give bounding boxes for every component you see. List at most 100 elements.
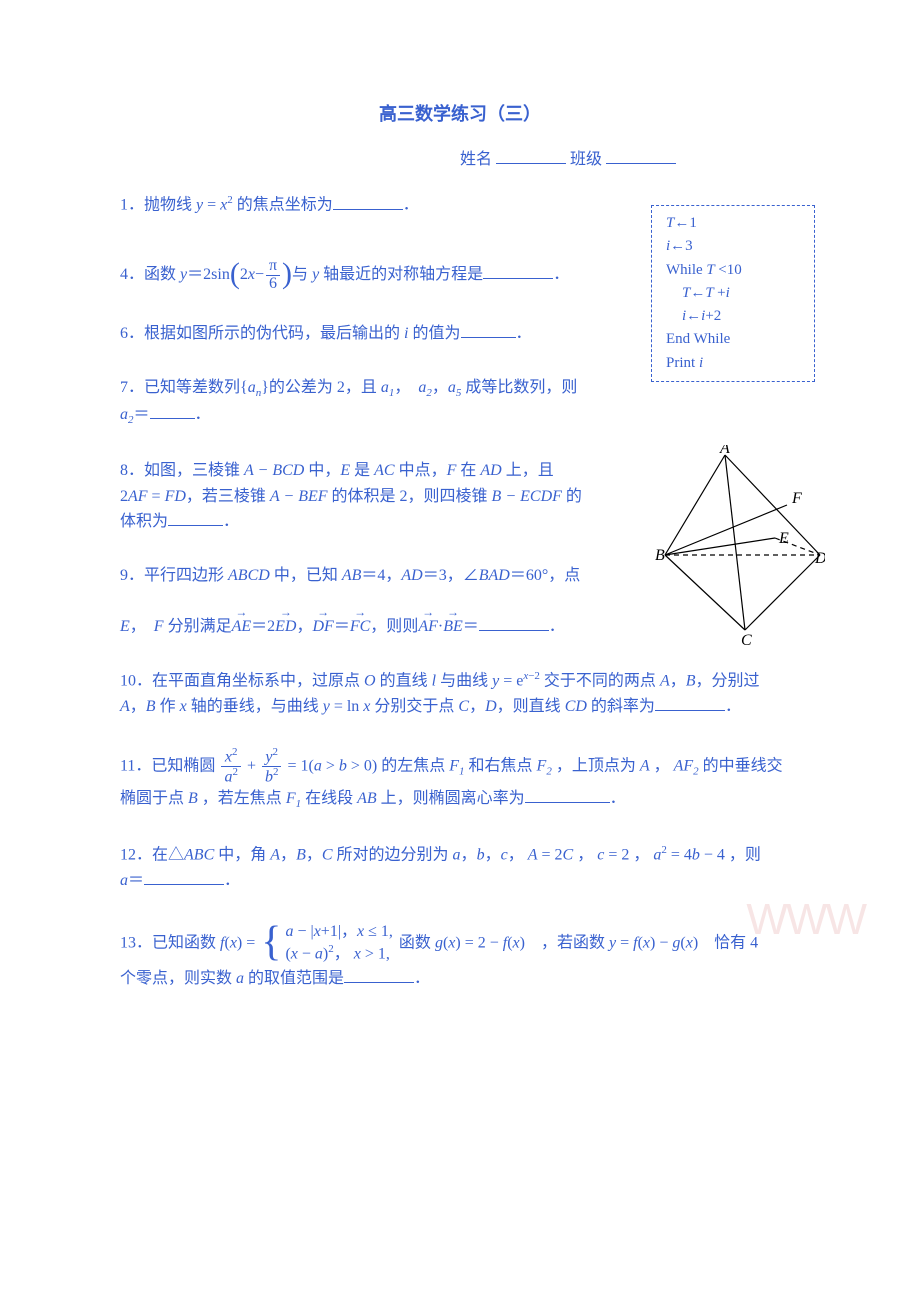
text: ，分别过 xyxy=(696,672,760,689)
math: B − ECDF xyxy=(492,488,562,505)
problem-10: 10．在平面直角坐标系中，过原点 O 的直线 l 与曲线 y = ex−2 交于… xyxy=(120,668,800,720)
math: − xyxy=(298,946,315,963)
fraction: x2a2 xyxy=(221,747,241,786)
math: AD xyxy=(401,567,422,584)
math: CD xyxy=(565,698,587,715)
problem-11: 11．已知椭圆 x2a2 + y2b2 = 1(a > b > 0) 的左焦点 … xyxy=(120,747,800,814)
num: 9． xyxy=(120,567,144,584)
math: a xyxy=(120,406,128,423)
math: x xyxy=(180,698,187,715)
math: − | xyxy=(293,923,313,940)
math: 2 xyxy=(273,766,279,778)
lparen: ( xyxy=(230,259,240,289)
text: ， xyxy=(296,618,312,635)
answer-blank xyxy=(150,418,195,419)
brace: { xyxy=(261,921,281,963)
math: −2 xyxy=(528,670,540,682)
math: C xyxy=(322,847,333,864)
fraction: y2b2 xyxy=(262,747,282,786)
text: 上，且 xyxy=(502,462,554,479)
math: x xyxy=(225,748,232,765)
math: AC xyxy=(374,462,394,479)
math: b xyxy=(265,769,273,786)
math: B xyxy=(296,847,306,864)
math: C xyxy=(458,698,469,715)
math: ) = 2 − xyxy=(455,934,502,951)
vector: DF xyxy=(313,614,334,640)
text: 成等比数列，则 xyxy=(461,379,577,396)
text: ，若函数 xyxy=(525,934,609,951)
text: 上，则椭圆离心率为 xyxy=(377,790,525,807)
math: = 4 xyxy=(667,847,692,864)
math: a xyxy=(315,946,323,963)
num: 6． xyxy=(120,325,144,342)
vector: FC xyxy=(350,614,370,640)
math: ) − xyxy=(650,934,672,951)
math: F xyxy=(286,790,296,807)
text: ． xyxy=(224,872,240,889)
text: ， xyxy=(280,847,296,864)
text: ． xyxy=(610,790,626,807)
text: ＝4， xyxy=(361,567,401,584)
math: AF xyxy=(128,488,148,505)
text: 轴的垂线，与曲线 xyxy=(187,698,323,715)
pseudo-line: i←3 xyxy=(666,235,796,258)
page-title: 高三数学练习（三） xyxy=(120,100,800,129)
text: ． xyxy=(414,970,430,987)
problem-6: 6．根据如图所示的伪代码，最后输出的 i 的值为． xyxy=(120,321,640,347)
text: ， xyxy=(469,698,485,715)
name-label: 姓名 xyxy=(460,151,492,168)
math: +1|， xyxy=(321,923,357,940)
pc-token: While xyxy=(666,262,706,278)
math: a xyxy=(448,379,456,396)
math: AD xyxy=(480,462,501,479)
problem-13: 13．已知函数 f(x) = { a − |x+1|，x ≤ 1, (x − a… xyxy=(120,922,800,992)
math: B xyxy=(188,790,198,807)
class-blank xyxy=(606,163,676,164)
pc-token: ←3 xyxy=(670,238,693,254)
pseudo-line: While T <10 xyxy=(666,259,796,282)
math: x xyxy=(686,934,693,951)
text: 的值为 xyxy=(408,325,460,342)
math: y xyxy=(265,748,272,765)
math: − xyxy=(255,266,264,283)
pc-token: ← xyxy=(686,308,701,324)
text: 函数 xyxy=(399,934,435,951)
math: D xyxy=(485,698,497,715)
math: − 4 xyxy=(700,847,725,864)
math: F xyxy=(154,618,164,635)
text: ， xyxy=(629,847,653,864)
text: ， xyxy=(485,847,501,864)
math: x xyxy=(354,946,361,963)
label-A: A xyxy=(719,445,730,457)
pseudocode-box: T←1 i←3 While T <10 T←T +i i←i+2 End Whi… xyxy=(651,205,815,382)
class-label: 班级 xyxy=(570,151,602,168)
piecewise: { a − |x+1|，x ≤ 1, (x − a)2， x > 1, xyxy=(261,922,393,966)
text: }的公差为 2，且 xyxy=(261,379,381,396)
math: ＝ xyxy=(134,406,150,423)
math: > 0) xyxy=(347,757,377,774)
text: ， xyxy=(461,847,477,864)
text: 的直线 xyxy=(376,672,432,689)
math: ＝ xyxy=(463,618,479,635)
text: ， xyxy=(670,672,686,689)
pseudo-line: Print i xyxy=(666,352,796,375)
text: ． xyxy=(516,325,532,342)
math: AF xyxy=(674,757,694,774)
math: = 2 xyxy=(537,847,562,864)
text: ． xyxy=(195,406,211,423)
math: x xyxy=(248,266,255,283)
text: 的斜率为 xyxy=(587,698,655,715)
num: 8． xyxy=(120,462,144,479)
num: 13． xyxy=(120,934,152,951)
text: ． xyxy=(403,197,419,214)
math: 2 xyxy=(232,746,238,758)
math: A − BEF xyxy=(270,488,328,505)
name-class-line: 姓名 班级 xyxy=(120,147,800,173)
text: ． xyxy=(553,266,569,283)
math: F xyxy=(449,757,459,774)
math: FD xyxy=(165,488,186,505)
text: ， xyxy=(394,379,418,396)
text: 体积为 xyxy=(120,513,168,530)
text: 交于不同的两点 xyxy=(540,672,660,689)
